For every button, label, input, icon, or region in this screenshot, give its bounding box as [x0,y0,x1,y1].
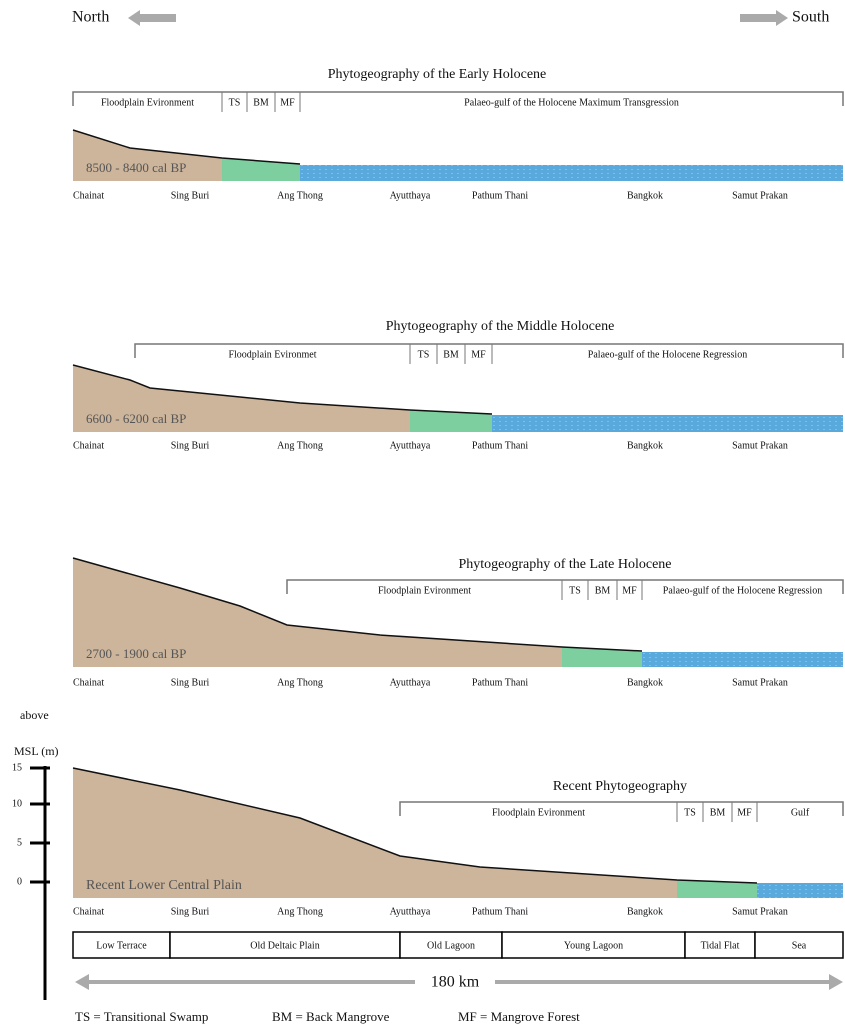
period-label: 2700 - 1900 cal BP [86,646,186,661]
place-label: Pathum Thani [472,906,528,917]
place-label: Chainat [73,440,104,451]
zone-label: BM [595,585,611,596]
place-label: Sing Buri [171,677,210,688]
axis-tick-label: 15 [12,762,22,773]
sea [642,652,843,667]
unit-label: Tidal Flat [701,940,740,951]
place-label: Samut Prakan [732,906,788,917]
figure: North South above MSL (m) 180 km Phytoge… [0,0,845,1032]
zone-label: MF [471,349,486,360]
unit-label: Old Deltaic Plain [250,940,319,951]
south-arrow [740,10,788,26]
zone-label: BM [253,97,269,108]
axis-tick-label: 10 [12,798,22,809]
south-label: South [792,9,829,26]
zone-label: Gulf [791,807,810,818]
place-label: Samut Prakan [732,440,788,451]
panel-title: Phytogeography of the Late Holocene [458,557,671,572]
axis-tick-label: 0 [17,876,22,887]
place-label: Bangkok [627,190,663,201]
sea [757,883,843,898]
place-label: Ayutthaya [390,677,431,688]
place-label: Chainat [73,677,104,688]
legend-item: TS = Transitional Swamp [75,1009,208,1024]
period-label: Recent Lower Central Plain [86,878,242,893]
zone-label: BM [710,807,726,818]
period-label: 6600 - 6200 cal BP [86,411,186,426]
legend-item: BM = Back Mangrove [272,1009,390,1024]
zone-label: MF [280,97,295,108]
place-label: Bangkok [627,906,663,917]
place-label: Ayutthaya [390,906,431,917]
panel-title: Recent Phytogeography [553,779,687,794]
axis-label: MSL (m) [14,744,59,758]
place-label: Chainat [73,906,104,917]
sea [300,165,843,181]
zone-label: MF [622,585,637,596]
zone-label: TS [418,349,430,360]
zone-label: Palaeo-gulf of the Holocene Maximum Tran… [464,97,679,108]
zone-label: TS [569,585,581,596]
sea [492,415,843,432]
unit-label: Old Lagoon [427,940,475,951]
zone-label: Floodplain Evironment [492,807,585,818]
place-label: Ang Thong [277,906,323,917]
place-label: Samut Prakan [732,677,788,688]
zone-label: TS [229,97,241,108]
place-label: Ang Thong [277,440,323,451]
zone-bracket [400,802,843,816]
place-label: Chainat [73,190,104,201]
place-label: Pathum Thani [472,440,528,451]
zone-label: Palaeo-gulf of the Holocene Regression [588,349,747,360]
panel-title: Phytogeography of the Early Holocene [328,67,547,82]
place-label: Ang Thong [277,190,323,201]
unit-label: Sea [792,940,807,951]
period-label: 8500 - 8400 cal BP [86,160,186,175]
place-label: Sing Buri [171,190,210,201]
zone-label: Palaeo-gulf of the Holocene Regression [663,585,822,596]
zone-label: MF [737,807,752,818]
unit-label: Young Lagoon [564,940,623,951]
zone-label: Floodplain Evironment [378,585,471,596]
axis-label: above [20,708,49,722]
place-label: Sing Buri [171,906,210,917]
place-label: Sing Buri [171,440,210,451]
unit-label: Low Terrace [96,940,147,951]
zone-label: Floodplain Evironment [101,97,194,108]
place-label: Pathum Thani [472,677,528,688]
place-label: Ang Thong [277,677,323,688]
place-label: Bangkok [627,440,663,451]
place-label: Bangkok [627,677,663,688]
zone-label: BM [443,349,459,360]
place-label: Ayutthaya [390,440,431,451]
north-label: North [72,9,109,26]
place-label: Samut Prakan [732,190,788,201]
axis-tick-label: 5 [17,837,22,848]
legend-item: MF = Mangrove Forest [458,1009,580,1024]
place-label: Ayutthaya [390,190,431,201]
place-label: Pathum Thani [472,190,528,201]
zone-label: TS [684,807,696,818]
distance-label: 180 km [431,974,480,991]
north-arrow [128,10,176,26]
zone-label: Floodplain Evironmet [228,349,316,360]
panel-title: Phytogeography of the Middle Holocene [386,319,615,334]
